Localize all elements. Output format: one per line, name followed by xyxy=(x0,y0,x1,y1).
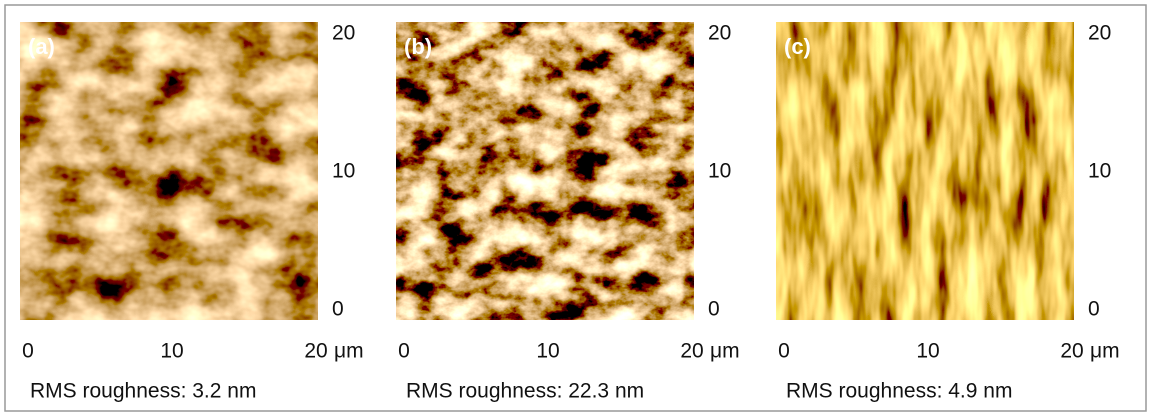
caption: RMS roughness: 22.3 nm xyxy=(406,380,644,403)
x-tick-label: 0 xyxy=(778,340,790,363)
y-tick-label: 10 xyxy=(332,160,355,183)
y-tick-label: 20 xyxy=(1088,22,1111,45)
x-unit: μm xyxy=(334,340,364,363)
panel-label: (c) xyxy=(784,34,811,59)
y-tick-label: 20 xyxy=(708,22,731,45)
x-tick-label: 20 xyxy=(1060,340,1083,363)
y-tick-label: 0 xyxy=(332,298,344,321)
page: (a) 0 10 20 μm 0 10 20 RMS roughness: 3.2 nm (b) 0… xyxy=(0,0,1152,417)
panel-label: (b) xyxy=(404,34,432,59)
afm-image xyxy=(776,22,1074,320)
x-tick-label: 0 xyxy=(398,340,410,363)
y-tick-label: 10 xyxy=(708,160,731,183)
caption: RMS roughness: 3.2 nm xyxy=(30,380,256,403)
x-tick-label: 10 xyxy=(916,340,939,363)
y-tick-label: 10 xyxy=(1088,160,1111,183)
panel-label: (a) xyxy=(28,34,55,59)
y-tick-label: 0 xyxy=(708,298,720,321)
x-unit: μm xyxy=(710,340,740,363)
x-unit: μm xyxy=(1090,340,1120,363)
x-tick-label: 20 xyxy=(304,340,327,363)
afm-image xyxy=(396,22,694,320)
afm-image xyxy=(20,22,318,320)
x-tick-label: 20 xyxy=(680,340,703,363)
figure: (a) 0 10 20 μm 0 10 20 RMS roughness: 3.2 nm (b) 0… xyxy=(0,0,1152,417)
x-tick-label: 0 xyxy=(22,340,34,363)
caption: RMS roughness: 4.9 nm xyxy=(786,380,1012,403)
y-tick-label: 0 xyxy=(1088,298,1100,321)
x-tick-label: 10 xyxy=(536,340,559,363)
x-tick-label: 10 xyxy=(160,340,183,363)
y-tick-label: 20 xyxy=(332,22,355,45)
